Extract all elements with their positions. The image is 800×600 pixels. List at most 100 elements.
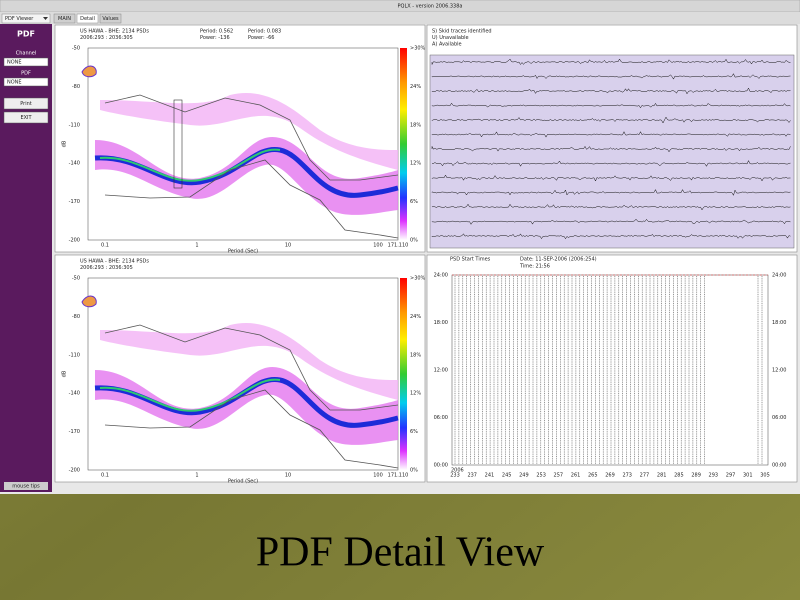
tab-label: MAIN <box>58 16 71 22</box>
start-time: Time: 21:56 <box>519 264 550 270</box>
colorbar-label: 24% <box>410 314 421 320</box>
colorbar-label: 24% <box>410 84 421 90</box>
colorbar-label: 0% <box>410 238 418 244</box>
start-date: Date: 11-SEP-2006 (2006:254) <box>520 257 597 263</box>
plot-frame <box>451 274 769 466</box>
y-axis-label-right: 18:00 <box>772 320 786 326</box>
pdf-density <box>95 366 398 445</box>
pdf-select[interactable] <box>3 77 49 87</box>
noise-model-high <box>104 324 399 411</box>
pdf-label: PDF <box>21 71 31 77</box>
y-axis-label: 18:00 <box>434 320 448 326</box>
tab[interactable] <box>76 13 99 24</box>
spectrum-blob <box>81 295 97 308</box>
y-axis-label: -80 <box>72 314 80 320</box>
y-axis-label-right: 06:00 <box>772 415 786 421</box>
noise-model-high <box>104 94 399 181</box>
toolbar <box>0 12 800 24</box>
y-axis-label: -200 <box>69 468 80 474</box>
pdf-mode-core <box>99 148 281 182</box>
tab-label: Detail <box>80 16 95 22</box>
sidebar-buttons: Print EXIT <box>3 97 49 124</box>
cursor-box <box>173 99 183 189</box>
legend-item: A) Available <box>432 42 462 48</box>
x-axis-label: 245 <box>502 473 512 479</box>
waveform-trace <box>431 145 791 153</box>
x-axis-label: 281 <box>657 473 667 479</box>
menu-arrow <box>43 17 48 20</box>
tabs: MAIN Detail Values <box>53 13 122 24</box>
menu[interactable] <box>1 13 51 24</box>
colorbar <box>400 48 407 240</box>
y-axis-label: -140 <box>69 161 80 167</box>
x-axis-label: 301 <box>743 473 753 479</box>
y-axis-label-right: 24:00 <box>772 273 786 279</box>
pdf-density-low <box>100 93 398 170</box>
x-axis-label: 100 <box>373 473 383 479</box>
waveform-trace <box>431 233 791 240</box>
y-axis-label: 12:00 <box>434 368 448 374</box>
waveform-trace <box>431 218 791 225</box>
panel-header: US HAWA - BHE: 2134 PSDs <box>80 29 149 35</box>
cursor-info: Power: -136 <box>200 35 230 41</box>
button-label: Print <box>20 101 32 107</box>
channel-select[interactable] <box>3 57 49 67</box>
panel-header: 2006:293 : 2036:305 <box>80 265 133 271</box>
x-axis-label: 10 <box>285 243 291 249</box>
x-axis-label: 285 <box>674 473 684 479</box>
pdf-value: NONE <box>7 80 22 86</box>
legend-item: S) Skid traces identified <box>432 29 492 35</box>
colorbar-label: 12% <box>410 161 421 167</box>
menu-label: PDF Viewer <box>5 16 34 22</box>
cursor-info: Period: 0.083 <box>248 29 281 35</box>
pdf-density-low <box>100 323 398 400</box>
waveform-trace <box>431 87 791 95</box>
y-axis-label-right: 00:00 <box>772 463 786 469</box>
x-axis-label: 261 <box>571 473 581 479</box>
y-axis-label: -80 <box>72 84 80 90</box>
colorbar-label: >30% <box>410 276 426 282</box>
x-axis-label: 297 <box>726 473 736 479</box>
window-title: PQLX - version 2006.338a <box>398 4 463 10</box>
y-axis-label: -110 <box>69 122 80 128</box>
x-axis-label: 171.110 <box>388 473 409 479</box>
tab[interactable] <box>53 13 76 24</box>
button[interactable] <box>3 97 49 110</box>
waveform-trace <box>431 131 791 138</box>
button-label: EXIT <box>20 115 32 121</box>
start-times-title: PSD Start Times <box>450 257 491 263</box>
y-axis-label: -110 <box>69 352 80 358</box>
y-axis-label: -140 <box>69 391 80 397</box>
x-axis-label: 265 <box>588 473 598 479</box>
y-axis-label: -170 <box>69 199 80 205</box>
x-axis-label: 293 <box>709 473 719 479</box>
y-axis-label: -200 <box>69 238 80 244</box>
waveform-trace <box>431 160 791 167</box>
y-axis-label: -170 <box>69 429 80 435</box>
x-axis-label: 171.110 <box>388 243 409 249</box>
sidebar-heading: PDF <box>17 30 35 39</box>
x-axis-title: Period (Sec) <box>228 249 258 255</box>
y-axis-label-right: 12:00 <box>772 368 786 374</box>
tab[interactable] <box>99 13 122 24</box>
x-axis-label: 100 <box>373 243 383 249</box>
y-axis-label: 00:00 <box>434 463 448 469</box>
button[interactable] <box>3 111 49 124</box>
y-axis-title: dB <box>62 370 68 377</box>
waveform-trace <box>431 116 791 124</box>
y-axis-label: 24:00 <box>434 273 448 279</box>
noise-model-low <box>104 389 399 469</box>
panel-header: US HAWA - BHE: 2134 PSDs <box>80 259 149 265</box>
panel-header: 2006:293 : 2036:305 <box>80 35 133 41</box>
x-axis-label: 237 <box>467 473 477 479</box>
waveform-trace <box>431 203 791 211</box>
x-axis-label: 257 <box>554 473 564 479</box>
cursor-info: Power: -66 <box>248 35 274 41</box>
y-axis-title: dB <box>62 140 68 147</box>
x-axis-label: 0.1 <box>101 243 109 249</box>
